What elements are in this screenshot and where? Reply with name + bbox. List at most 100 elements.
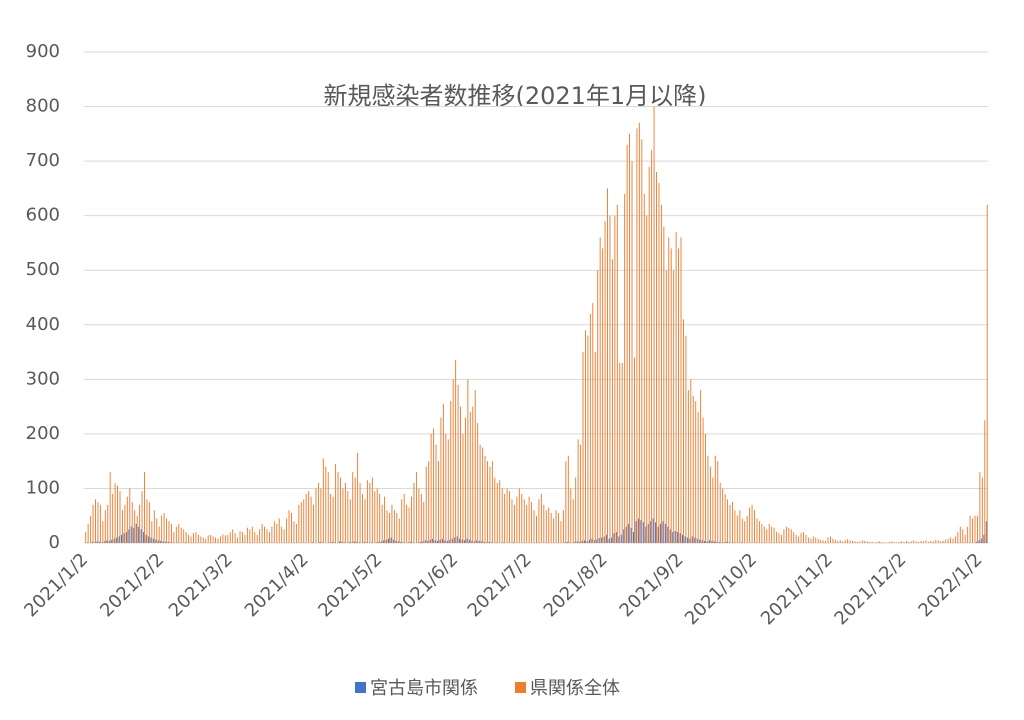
bar	[366, 542, 367, 543]
bar	[173, 532, 175, 543]
bar	[384, 496, 386, 543]
bar	[606, 534, 608, 543]
bar	[310, 496, 312, 543]
bar	[370, 542, 372, 543]
bar	[567, 455, 569, 543]
bar	[852, 540, 853, 543]
bar	[713, 541, 715, 543]
bar	[335, 463, 337, 543]
bar	[308, 491, 310, 543]
bar	[705, 433, 706, 543]
bar	[440, 417, 442, 543]
bar	[111, 539, 113, 543]
bar	[531, 502, 533, 543]
bar	[413, 482, 415, 543]
bar	[832, 538, 834, 543]
bar	[136, 515, 138, 543]
bar	[457, 384, 459, 543]
bar	[266, 529, 268, 543]
bar	[349, 499, 351, 543]
bar	[648, 166, 650, 544]
bar	[650, 521, 652, 543]
bar	[113, 538, 115, 543]
bar	[719, 482, 721, 543]
bar	[788, 527, 790, 543]
bar	[616, 204, 618, 543]
bar	[496, 482, 498, 543]
bar	[839, 540, 841, 543]
bar	[215, 537, 217, 543]
bar	[677, 532, 679, 543]
bar	[490, 542, 492, 543]
bar	[584, 330, 586, 543]
bar	[927, 541, 929, 543]
bar	[670, 248, 672, 543]
y-tick-label: 400	[26, 314, 60, 335]
bar	[509, 491, 510, 543]
bar	[123, 533, 125, 543]
bar	[389, 512, 390, 543]
bar	[261, 523, 263, 543]
bar	[219, 536, 221, 543]
bar	[692, 395, 694, 543]
bar	[362, 493, 364, 543]
bar	[133, 527, 135, 543]
bar	[450, 401, 452, 543]
bar	[815, 537, 817, 543]
bar	[896, 542, 898, 543]
bar	[829, 536, 831, 543]
bar	[691, 536, 693, 543]
bar	[771, 526, 773, 543]
bar	[464, 540, 465, 543]
bar	[704, 540, 706, 543]
bar	[317, 482, 319, 543]
bar	[501, 488, 503, 543]
bar	[232, 529, 234, 543]
bar	[129, 488, 131, 543]
bar	[499, 480, 501, 543]
bar	[428, 461, 430, 543]
bar	[957, 532, 959, 543]
bar	[281, 526, 283, 543]
bar	[469, 412, 471, 543]
bar	[950, 537, 951, 543]
bar	[636, 128, 638, 543]
bar	[343, 542, 345, 543]
bar	[95, 499, 96, 543]
bar	[834, 539, 836, 543]
bar	[430, 433, 432, 543]
bar	[454, 537, 456, 543]
bar	[803, 532, 804, 543]
bar	[471, 540, 473, 543]
bar	[581, 540, 583, 543]
bar	[246, 527, 248, 543]
bar	[986, 204, 988, 543]
bar	[482, 447, 484, 543]
legend-swatch	[515, 682, 526, 693]
bar	[778, 533, 780, 543]
bar	[152, 538, 154, 543]
bar	[652, 518, 654, 543]
bar	[588, 539, 590, 543]
bar	[101, 542, 103, 543]
bar	[800, 533, 802, 543]
bar	[410, 541, 412, 543]
bar	[878, 541, 880, 543]
bar	[915, 541, 917, 543]
bar	[980, 538, 982, 543]
y-tick-label: 200	[26, 423, 60, 444]
bar	[112, 493, 114, 543]
bar	[92, 504, 94, 543]
bar	[633, 357, 635, 543]
bar	[526, 504, 528, 543]
bar	[985, 521, 987, 543]
bar	[90, 515, 92, 543]
bar	[643, 193, 645, 543]
bar	[984, 420, 986, 543]
bar	[672, 532, 674, 543]
bar	[629, 133, 631, 544]
bar	[689, 538, 691, 543]
bar	[825, 540, 827, 543]
bar	[415, 472, 417, 543]
bar	[140, 529, 142, 543]
